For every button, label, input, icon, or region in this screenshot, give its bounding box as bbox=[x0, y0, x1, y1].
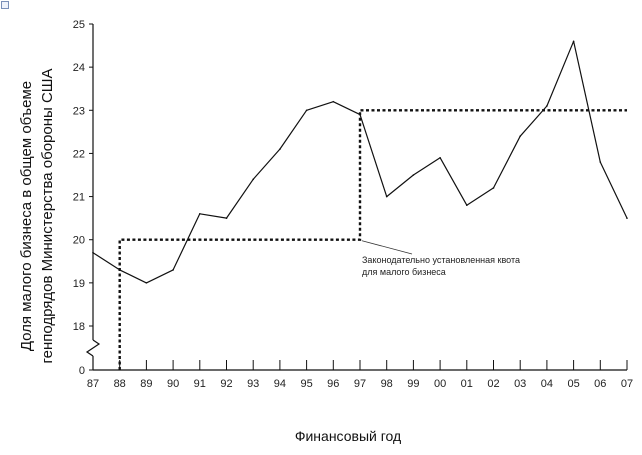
y-axis-label-line2: генподрядов Министерства обороны США bbox=[39, 68, 56, 363]
x-tick-label-93: 93 bbox=[247, 378, 259, 390]
series-point-93 bbox=[252, 178, 254, 181]
x-tick-label-96: 96 bbox=[327, 378, 339, 390]
series-point-02 bbox=[492, 187, 495, 189]
y-tick-label-18: 18 bbox=[73, 321, 85, 333]
x-tick-label-97: 97 bbox=[354, 378, 366, 390]
chart-series bbox=[92, 40, 628, 370]
chart-axes bbox=[85, 24, 627, 371]
image-placeholder-icon bbox=[1, 1, 9, 9]
x-tick-label-87: 87 bbox=[87, 378, 99, 390]
series-point-89 bbox=[145, 282, 148, 284]
series-point-90 bbox=[172, 269, 174, 271]
series-point-94 bbox=[279, 148, 281, 150]
x-tick-label-94: 94 bbox=[274, 378, 286, 390]
annotation-text-line1: Законодательно установленная квота bbox=[362, 255, 520, 265]
series-point-03 bbox=[519, 135, 521, 137]
y-ticks: 0 18 19 20 21 22 23 24 25 bbox=[73, 19, 93, 377]
y-tick-label-20: 20 bbox=[73, 235, 85, 247]
series-point-06 bbox=[599, 161, 602, 163]
series-point-92 bbox=[225, 217, 228, 219]
series-point-87 bbox=[92, 251, 94, 254]
x-tick-label-03: 03 bbox=[514, 378, 526, 390]
x-tick-label-95: 95 bbox=[300, 378, 312, 390]
x-tick-label-07: 07 bbox=[621, 378, 633, 390]
x-tick-label-06: 06 bbox=[594, 378, 606, 390]
x-tick-label-90: 90 bbox=[167, 378, 179, 390]
y-axis-break bbox=[85, 339, 101, 357]
series-point-95 bbox=[305, 109, 308, 112]
annotation: Законодательно установленная квота для ма… bbox=[361, 240, 520, 277]
series-point-91 bbox=[199, 213, 201, 215]
y-tick-label-24: 24 bbox=[73, 62, 85, 74]
annotation-leader-line bbox=[361, 240, 413, 255]
y-tick-label-0: 0 bbox=[79, 365, 85, 377]
series-point-98 bbox=[385, 195, 388, 198]
x-tick-label-00: 00 bbox=[434, 378, 446, 390]
x-tick-label-91: 91 bbox=[194, 378, 206, 390]
x-tick-label-05: 05 bbox=[567, 378, 579, 390]
series-point-99 bbox=[412, 174, 415, 176]
y-tick-label-19: 19 bbox=[73, 278, 85, 290]
series-point-04 bbox=[546, 105, 548, 107]
series-point-05 bbox=[572, 40, 575, 43]
series-point-00 bbox=[439, 156, 441, 159]
y-tick-label-21: 21 bbox=[73, 192, 85, 204]
y-tick-label-23: 23 bbox=[73, 105, 85, 117]
x-axis-label: Финансовый год bbox=[295, 428, 401, 444]
y-tick-label-25: 25 bbox=[73, 19, 85, 31]
annotation-text-line2: для малого бизнеса bbox=[362, 267, 446, 277]
series-point-07 bbox=[626, 217, 628, 219]
x-tick-label-04: 04 bbox=[541, 378, 553, 390]
series-point-96 bbox=[332, 100, 335, 103]
x-ticks: 87 88 89 90 91 92 93 94 95 96 97 98 99 00 01 02 03 04 05 06… bbox=[87, 360, 633, 390]
x-tick-label-99: 99 bbox=[407, 378, 419, 390]
x-tick-label-01: 01 bbox=[461, 378, 473, 390]
x-tick-label-92: 92 bbox=[220, 378, 232, 390]
x-tick-label-98: 98 bbox=[381, 378, 393, 390]
x-tick-label-88: 88 bbox=[114, 378, 126, 390]
series-line-quota bbox=[118, 109, 627, 370]
x-tick-label-02: 02 bbox=[487, 378, 499, 390]
y-tick-label-22: 22 bbox=[73, 148, 85, 160]
series-point-01 bbox=[466, 204, 468, 206]
y-axis-label-line1: Доля малого бизнеса в общем объеме bbox=[18, 81, 35, 351]
x-tick-label-89: 89 bbox=[140, 378, 152, 390]
